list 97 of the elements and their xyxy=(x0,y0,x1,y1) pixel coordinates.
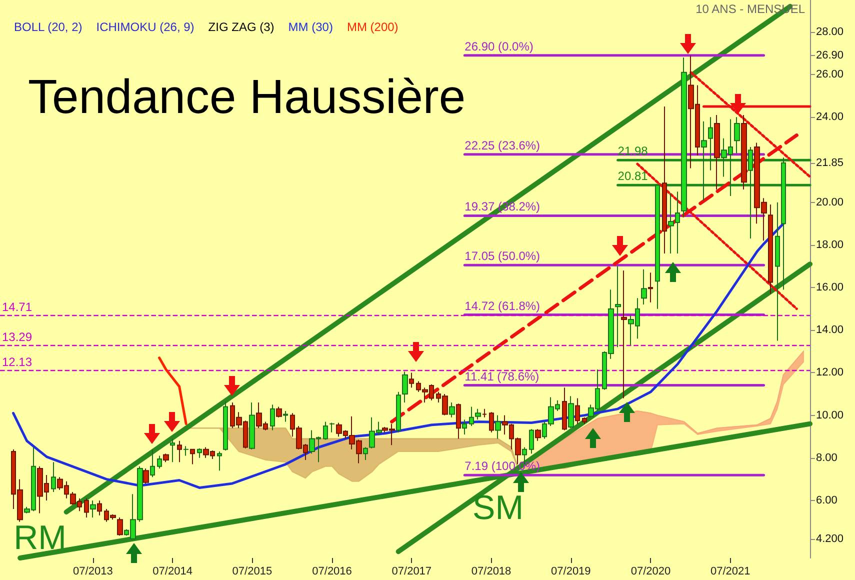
x-tick-label: 07/2013 xyxy=(73,566,113,578)
candlestick xyxy=(84,498,89,518)
candlestick xyxy=(223,400,228,451)
candlestick xyxy=(714,114,720,190)
y-tick-label: 14.00 xyxy=(816,324,844,336)
candlestick xyxy=(655,184,660,310)
candlestick xyxy=(90,500,96,518)
candlestick xyxy=(190,448,195,465)
candlestick xyxy=(217,451,222,472)
annotation: ICHIMOKU (26, 9) xyxy=(96,20,194,34)
candlestick xyxy=(51,462,56,492)
x-tick-label: 07/2014 xyxy=(152,566,192,578)
candlestick xyxy=(323,421,328,440)
candlestick xyxy=(183,446,189,456)
candlestick xyxy=(270,404,275,431)
line-series xyxy=(158,356,188,426)
candlestick xyxy=(648,272,653,303)
x-tick-label: 07/2017 xyxy=(392,566,432,578)
series-label: 26.90 (0.0%) xyxy=(464,39,534,54)
y-tick-label: 26.90 xyxy=(816,49,844,62)
y-tick-label: 6.00 xyxy=(816,494,838,506)
candlestick xyxy=(143,468,149,484)
candlestick xyxy=(775,202,780,342)
candlestick xyxy=(177,440,182,463)
annotation: SM xyxy=(472,489,524,528)
candlestick xyxy=(781,157,786,290)
candlestick xyxy=(708,116,713,171)
series-label: 11.41 (78.6%) xyxy=(464,369,540,384)
ref-line-label: 14.71 xyxy=(2,300,32,314)
ref-line-label: 13.29 xyxy=(2,330,32,344)
candlestick xyxy=(535,428,541,442)
series-label: 20.81 xyxy=(618,169,648,184)
candlestick xyxy=(163,453,169,463)
candlestick xyxy=(456,403,461,440)
candlestick xyxy=(197,448,202,458)
x-tick-label: 07/2020 xyxy=(630,566,671,578)
candlestick xyxy=(615,266,621,348)
annotation: ZIG ZAG (3) xyxy=(208,20,274,34)
candlestick xyxy=(409,372,414,388)
y-tick-label: 21.85 xyxy=(816,156,844,169)
y-tick-label: 28.00 xyxy=(816,26,844,38)
text: MM (30) xyxy=(288,20,333,34)
candlestick xyxy=(662,106,667,254)
x-tick-label: 07/2019 xyxy=(551,566,591,578)
y-tick-label: 8.00 xyxy=(816,452,838,464)
y-tick-label: 20.00 xyxy=(816,196,844,208)
y-tick-label: 10.00 xyxy=(816,409,844,422)
candlestick xyxy=(276,406,282,418)
candlestick xyxy=(768,204,773,294)
candlestick xyxy=(529,428,534,454)
candlestick xyxy=(621,270,627,399)
candlestick xyxy=(568,396,574,429)
y-tick-label: 26.00 xyxy=(816,68,844,81)
ref-line-label: 12.13 xyxy=(2,354,32,369)
candlestick xyxy=(150,448,155,478)
candlestick xyxy=(462,419,467,435)
y-tick-label: 4.200 xyxy=(816,532,844,545)
x-tick-label: 07/2015 xyxy=(232,566,272,578)
series-label: 14.72 (61.8%) xyxy=(464,298,540,313)
candlestick xyxy=(329,422,335,433)
y-tick-label: 24.00 xyxy=(816,111,844,124)
candlestick xyxy=(157,455,162,470)
candlestick xyxy=(562,387,567,431)
candlestick xyxy=(582,416,587,424)
candlestick xyxy=(482,408,487,418)
candlestick xyxy=(402,371,408,404)
candlestick xyxy=(449,402,455,418)
candlestick xyxy=(97,500,102,516)
series-label: 22.25 (23.6%) xyxy=(464,138,540,152)
candlestick xyxy=(117,517,123,536)
candlestick xyxy=(249,402,255,450)
candlestick xyxy=(396,391,401,433)
text: MM (200) xyxy=(346,20,398,34)
x-tick-label: 07/2016 xyxy=(312,566,352,578)
series-label: 17.05 (50.0%) xyxy=(464,249,540,264)
candlestick xyxy=(748,146,753,240)
candlestick xyxy=(701,120,707,201)
candlestick xyxy=(283,410,288,422)
candlestick xyxy=(475,408,481,420)
candlestick xyxy=(681,57,687,218)
text: Tendance Haussière xyxy=(28,70,466,125)
candlestick xyxy=(641,268,647,306)
y-tick-label: 16.00 xyxy=(816,282,844,294)
candlestick xyxy=(170,438,175,463)
x-tick-label: 07/2021 xyxy=(710,566,750,578)
annotation: RM xyxy=(14,519,67,558)
candlestick xyxy=(741,114,747,190)
y-tick-label: 12.00 xyxy=(816,366,844,379)
candlestick xyxy=(363,446,368,461)
candlestick xyxy=(489,412,494,433)
annotation: BOLL (20, 2) xyxy=(14,20,82,34)
candlestick xyxy=(495,414,501,440)
candlestick xyxy=(469,406,474,426)
y-tick-label: 18.00 xyxy=(816,238,844,251)
candlestick xyxy=(734,116,740,154)
candlestick xyxy=(575,398,580,424)
x-tick-label: 07/2018 xyxy=(471,566,512,578)
